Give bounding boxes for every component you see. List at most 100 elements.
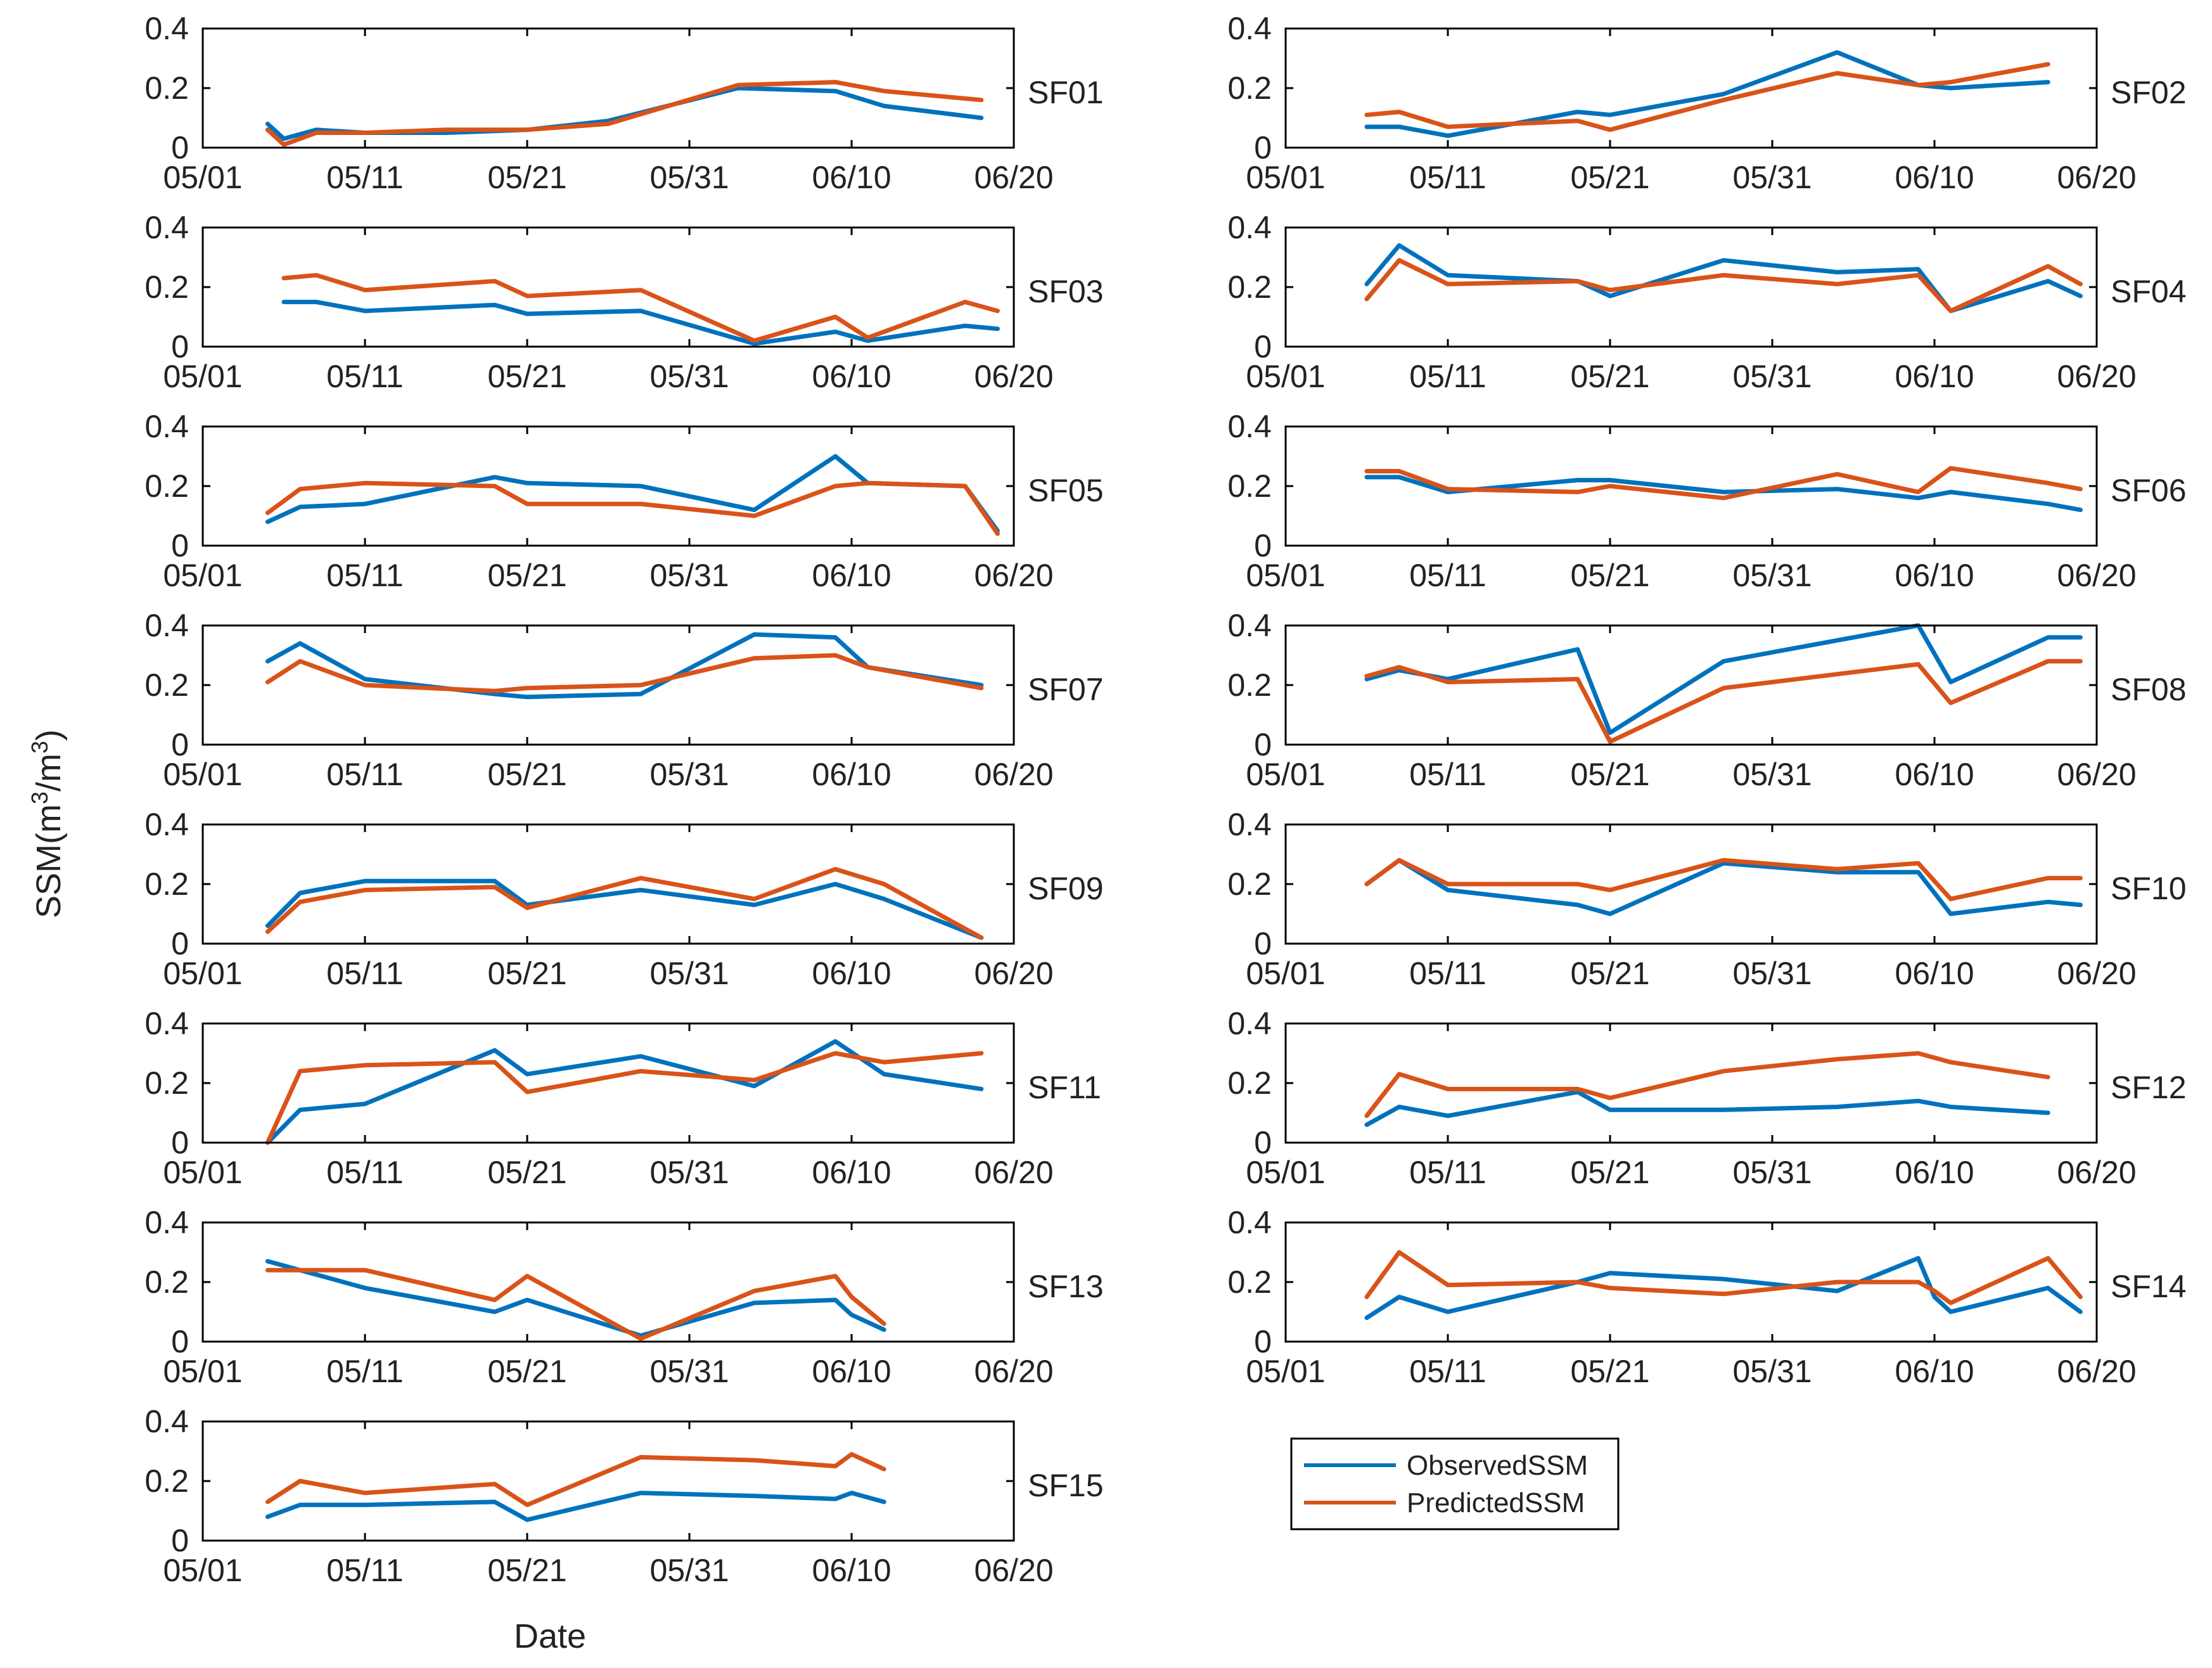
y-tick-label: 0.4: [1227, 409, 1272, 444]
y-tick-label: 0: [171, 1523, 189, 1558]
x-tick-label: 05/21: [1570, 160, 1649, 195]
y-tick-label: 0.4: [144, 210, 189, 245]
y-tick-label: 0.4: [1227, 807, 1272, 842]
y-tick-label: 0.2: [1227, 468, 1272, 504]
series-line-predicted: [265, 653, 984, 693]
legend: ObservedSSM PredictedSSM: [1290, 1437, 1620, 1530]
x-tick-label: 05/21: [487, 1553, 566, 1588]
y-tick-label: 0.2: [1227, 1065, 1272, 1101]
x-tick-label: 06/10: [1895, 558, 1974, 593]
y-tick-label: 0.2: [144, 1264, 189, 1300]
x-tick-label: 06/20: [974, 757, 1053, 792]
y-tick-label: 0.2: [1227, 866, 1272, 902]
panel-sf05: 0 0.2 0.4 05/01 05/11 05/21 05/31 06/10 06/20 SF0…: [144, 409, 1103, 593]
axes-box: [1284, 1022, 2098, 1144]
panel-sf04: 0 0.2 0.4 05/01 05/11 05/21 05/31 06/10 06/20 SF0…: [1227, 210, 2186, 394]
series-line-observed: [1364, 243, 2083, 314]
x-tick-label: 06/10: [812, 359, 891, 394]
x-tick-label: 05/21: [487, 956, 566, 991]
x-tick-label: 06/10: [812, 160, 891, 195]
y-tick-label: 0: [171, 727, 189, 762]
x-tick-label: 05/31: [649, 1155, 729, 1190]
x-tick-label: 05/21: [487, 359, 566, 394]
x-tick-label: 06/10: [1895, 757, 1974, 792]
panel-sf10: 0 0.2 0.4 05/01 05/11 05/21 05/31 06/10 06/20 SF1…: [1227, 807, 2186, 991]
series-line-observed: [265, 454, 1000, 533]
series-line-predicted: [265, 1051, 984, 1145]
axes-box: [201, 226, 1015, 348]
x-tick-label: 05/21: [487, 757, 566, 792]
x-tick-label: 05/11: [326, 359, 403, 394]
panel-sf08: 0 0.2 0.4 05/01 05/11 05/21 05/31 06/10 06/20 SF0…: [1227, 608, 2186, 792]
series-line-observed: [1364, 1255, 2083, 1320]
series-line-observed: [265, 1259, 886, 1338]
x-tick-label: 05/31: [1732, 1155, 1812, 1190]
series-line-predicted: [281, 273, 1000, 343]
y-tick-label: 0.2: [1227, 667, 1272, 703]
x-tick-label: 05/21: [1570, 558, 1649, 593]
x-tick-label: 06/10: [812, 558, 891, 593]
x-tick-label: 06/20: [974, 1155, 1053, 1190]
x-tick-label: 05/11: [326, 1354, 403, 1389]
panel-sf02: 0 0.2 0.4 05/01 05/11 05/21 05/31 06/10 06/20 SF0…: [1227, 11, 2186, 195]
panel-sf12: 0 0.2 0.4 05/01 05/11 05/21 05/31 06/10 06/20 SF1…: [1227, 1006, 2186, 1190]
x-tick-label: 05/21: [1570, 1354, 1649, 1389]
x-tick-label: 05/11: [1409, 1354, 1486, 1389]
y-tick-label: 0: [171, 926, 189, 961]
x-tick-label: 05/31: [649, 160, 729, 195]
series-line-predicted: [265, 867, 984, 940]
x-tick-label: 05/31: [1732, 359, 1812, 394]
x-tick-label: 05/21: [487, 558, 566, 593]
x-tick-label: 05/01: [1246, 1155, 1325, 1190]
x-tick-label: 05/11: [1409, 757, 1486, 792]
axes-box: [1284, 425, 2098, 547]
x-tick-label: 06/20: [2057, 757, 2136, 792]
series-line-observed: [1364, 623, 2083, 735]
x-tick-label: 05/01: [1246, 1354, 1325, 1389]
y-tick-label: 0: [171, 130, 189, 165]
x-tick-label: 06/20: [974, 1354, 1053, 1389]
station-label: SF05: [1028, 473, 1104, 508]
y-tick-label: 0.4: [1227, 608, 1272, 643]
x-tick-label: 06/10: [1895, 160, 1974, 195]
station-label: SF04: [2111, 274, 2187, 309]
y-tick-label: 0.2: [1227, 269, 1272, 305]
x-tick-label: 05/11: [326, 558, 403, 593]
x-tick-label: 05/21: [487, 160, 566, 195]
x-tick-label: 05/11: [1409, 160, 1486, 195]
station-label: SF14: [2111, 1269, 2187, 1304]
panel-sf06: 0 0.2 0.4 05/01 05/11 05/21 05/31 06/10 06/20 SF0…: [1227, 409, 2186, 593]
panel-sf03: 0 0.2 0.4 05/01 05/11 05/21 05/31 06/10 06/20 SF0…: [144, 210, 1103, 394]
x-tick-label: 05/31: [649, 1553, 729, 1588]
axes-box: [201, 1221, 1015, 1343]
series-line-observed: [265, 1039, 984, 1145]
station-label: SF07: [1028, 672, 1104, 707]
series-line-predicted: [265, 480, 1000, 536]
series-line-predicted: [1364, 258, 2083, 314]
x-tick-label: 05/01: [1246, 558, 1325, 593]
x-tick-label: 05/01: [1246, 757, 1325, 792]
x-tick-label: 06/20: [974, 160, 1053, 195]
y-tick-label: 0: [171, 1324, 189, 1359]
station-label: SF06: [2111, 473, 2187, 508]
x-tick-label: 05/11: [326, 1553, 403, 1588]
y-tick-label: 0.4: [144, 608, 189, 643]
series-line-observed: [1364, 475, 2083, 513]
y-tick-label: 0.2: [1227, 1264, 1272, 1300]
panel-sf09: 0 0.2 0.4 05/01 05/11 05/21 05/31 06/10 06/20 SF0…: [144, 807, 1103, 991]
y-tick-label: 0: [1254, 727, 1272, 762]
y-tick-label: 0.4: [144, 807, 189, 842]
station-label: SF11: [1028, 1070, 1101, 1105]
x-tick-label: 05/11: [326, 160, 403, 195]
x-tick-label: 05/01: [163, 160, 242, 195]
x-tick-label: 05/11: [1409, 1155, 1486, 1190]
x-tick-label: 05/11: [326, 956, 403, 991]
station-label: SF09: [1028, 871, 1104, 906]
axes-box: [201, 624, 1015, 746]
y-axis-title: SSM(m3/m3): [27, 729, 68, 918]
station-label: SF15: [1028, 1468, 1104, 1503]
y-tick-label: 0.2: [144, 866, 189, 902]
x-tick-label: 05/31: [649, 359, 729, 394]
legend-label-observed: ObservedSSM: [1407, 1450, 1588, 1481]
